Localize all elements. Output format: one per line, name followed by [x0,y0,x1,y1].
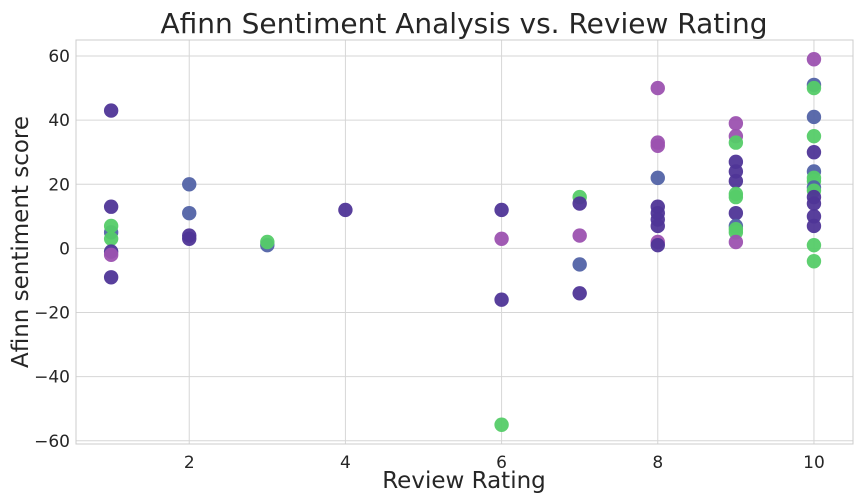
scatter-point [494,231,509,246]
scatter-point [806,145,822,160]
scatter-point [806,109,822,125]
scatter-point [103,270,119,285]
scatter-point [572,228,587,243]
scatter-point [650,170,665,186]
scatter-point [182,177,197,192]
x-tick-label: 6 [496,453,507,473]
scatter-point [650,138,665,154]
scatter-point [728,189,744,205]
x-tick-label: 8 [652,453,663,473]
scatter-point [806,128,822,144]
x-axis-label: Review Rating [382,468,546,494]
scatter-point [103,231,119,246]
scatter-point [806,196,822,211]
scatter-point [338,202,353,218]
plot-frame [75,39,854,445]
y-tick-label: 40 [48,111,70,131]
scatter-point [728,173,744,189]
y-tick-label: 60 [48,47,70,67]
scatter-point [650,80,665,96]
scatter-point [494,417,509,432]
x-tick-label: 10 [803,453,825,473]
x-tick-labels: 2 4 6 8 10 [184,453,825,473]
scatter-point [650,238,665,253]
scatter-point [103,247,119,263]
scatter-point [494,202,509,218]
scatter-point [572,196,587,211]
chart-title: Afinn Sentiment Analysis vs. Review Rati… [160,7,767,40]
scatter-point [728,116,744,131]
x-tick-label: 4 [340,453,351,473]
scatter-point [494,292,509,307]
y-tick-label: 0 [59,239,70,259]
scatter-point [103,199,119,214]
y-tick-label: 20 [48,175,70,195]
scatter-point [572,257,587,272]
data-points [103,52,822,432]
scatter-point [728,135,744,150]
scatter-point [260,234,275,250]
scatter-point [806,218,822,234]
scatter-point [806,52,822,67]
scatter-point [103,103,119,118]
scatter-point [806,238,822,253]
scatter-point [806,80,822,96]
scatter-point [728,205,744,221]
y-tick-labels: −60 −40 −20 0 20 40 60 [34,47,70,452]
scatter-point [806,254,822,269]
scatter-point [650,218,665,234]
y-axis-label: Afinn sentiment score [8,116,34,368]
y-tick-label: −20 [34,304,70,324]
y-tick-label: −60 [34,432,70,452]
scatter-point [572,286,587,301]
scatter-point [728,234,744,250]
scatter-point [103,218,119,234]
y-tick-label: −40 [34,368,70,388]
scatter-point [182,231,197,246]
x-tick-label: 2 [184,453,195,473]
scatter-point [182,205,197,221]
